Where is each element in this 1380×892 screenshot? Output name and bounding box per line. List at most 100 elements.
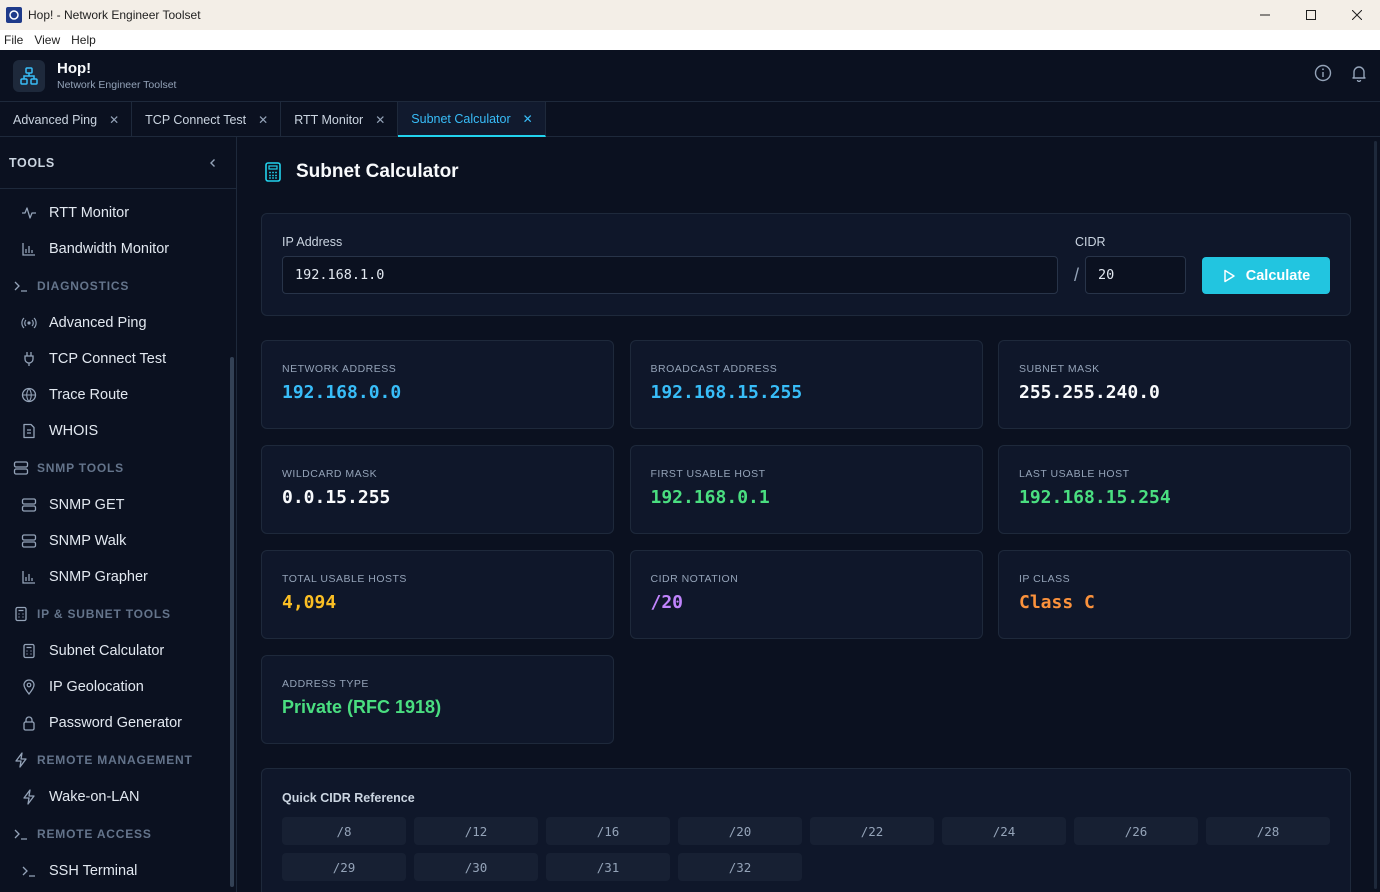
result-value[interactable]: 4,094 xyxy=(282,592,337,613)
terminal-icon xyxy=(13,826,29,842)
cidr-chip[interactable]: /24 xyxy=(942,817,1066,845)
result-value[interactable]: 192.168.0.1 xyxy=(650,487,770,508)
tab-label: Subnet Calculator xyxy=(411,111,511,126)
result-label: TOTAL USABLE HOSTS xyxy=(282,573,407,585)
sidebar-scrollbar[interactable] xyxy=(230,357,234,887)
close-tab-icon[interactable]: ✕ xyxy=(109,112,120,127)
sidebar-item-ip-geolocation[interactable]: IP Geolocation xyxy=(0,669,236,705)
cidr-separator: / xyxy=(1074,265,1080,285)
sidebar-item-snmp-walk[interactable]: SNMP Walk xyxy=(0,523,236,559)
cidr-chip[interactable]: /20 xyxy=(678,817,802,845)
result-value[interactable]: 255.255.240.0 xyxy=(1019,382,1160,403)
cidr-chip[interactable]: /30 xyxy=(414,853,538,881)
map-pin-icon xyxy=(21,679,37,695)
sidebar-section-label: REMOTE ACCESS xyxy=(37,827,152,841)
sidebar-item-rtt-monitor[interactable]: RTT Monitor xyxy=(0,195,236,231)
result-label: IP CLASS xyxy=(1019,573,1071,585)
cidr-reference-panel: Quick CIDR Reference /8/12/16/20/22/24/2… xyxy=(261,768,1351,892)
tab-label: Advanced Ping xyxy=(13,112,98,127)
menu-file[interactable]: File xyxy=(4,33,24,47)
result-card-first-usable-host: FIRST USABLE HOST 192.168.0.1 xyxy=(629,445,983,534)
result-value[interactable]: 192.168.15.255 xyxy=(650,382,803,403)
plug-icon xyxy=(21,351,37,367)
result-value[interactable]: 0.0.15.255 xyxy=(282,487,391,508)
sidebar-item-ssh-terminal[interactable]: SSH Terminal xyxy=(0,853,236,889)
result-label: LAST USABLE HOST xyxy=(1019,468,1130,480)
sidebar-item-label: SNMP Grapher xyxy=(49,569,148,585)
server-icon xyxy=(21,533,37,549)
menu-view[interactable]: View xyxy=(34,33,61,47)
result-value[interactable]: Class C xyxy=(1019,592,1095,613)
tab-rtt-monitor[interactable]: RTT Monitor ✕ xyxy=(281,102,399,137)
cidr-chip[interactable]: /8 xyxy=(282,817,406,845)
zap-icon xyxy=(13,752,29,768)
result-value[interactable]: 192.168.0.0 xyxy=(282,382,402,403)
sidebar-item-password-generator[interactable]: Password Generator xyxy=(0,705,236,741)
bell-icon[interactable] xyxy=(1350,64,1368,82)
cidr-chip[interactable]: /32 xyxy=(678,853,802,881)
calculator-icon xyxy=(21,643,37,659)
main-scrollbar[interactable] xyxy=(1374,141,1377,889)
cidr-chip[interactable]: /26 xyxy=(1074,817,1198,845)
result-card-subnet-mask: SUBNET MASK 255.255.240.0 xyxy=(998,340,1351,429)
cidr-input[interactable]: 20 xyxy=(1085,256,1186,294)
sidebar-item-wake-on-lan[interactable]: Wake-on-LAN xyxy=(0,779,236,815)
result-label: WILDCARD MASK xyxy=(282,468,378,480)
minimize-button[interactable] xyxy=(1242,0,1288,30)
result-value[interactable]: Private (RFC 1918) xyxy=(282,697,442,717)
calculator-icon xyxy=(13,606,29,622)
result-label: SUBNET MASK xyxy=(1019,363,1100,375)
sidebar-section-label: DIAGNOSTICS xyxy=(37,279,130,293)
maximize-button[interactable] xyxy=(1288,0,1334,30)
cidr-chip[interactable]: /29 xyxy=(282,853,406,881)
result-card-broadcast-address: BROADCAST ADDRESS 192.168.15.255 xyxy=(629,340,983,429)
sidebar-item-tcp-connect-test[interactable]: TCP Connect Test xyxy=(0,341,236,377)
close-tab-icon[interactable]: ✕ xyxy=(522,111,533,126)
result-value[interactable]: 192.168.15.254 xyxy=(1019,487,1171,508)
cidr-chip[interactable]: /12 xyxy=(414,817,538,845)
sidebar-section-label: REMOTE MANAGEMENT xyxy=(37,753,193,767)
ip-address-label: IP Address xyxy=(282,235,343,249)
result-label: CIDR NOTATION xyxy=(650,573,739,585)
collapse-chevron-icon[interactable] xyxy=(208,158,218,168)
sidebar-item-subnet-calculator[interactable]: Subnet Calculator xyxy=(0,633,236,669)
sidebar-item-snmp-get[interactable]: SNMP GET xyxy=(0,487,236,523)
sidebar-item-label: TCP Connect Test xyxy=(49,351,167,367)
result-value[interactable]: /20 xyxy=(650,592,684,613)
window-titlebar: Hop! - Network Engineer Toolset xyxy=(0,0,1380,30)
cidr-reference-title: Quick CIDR Reference xyxy=(282,791,415,805)
sidebar-section-snmp-tools: SNMP TOOLS xyxy=(0,449,236,487)
calculate-button[interactable]: Calculate xyxy=(1202,257,1330,294)
sidebar-item-bandwidth-monitor[interactable]: Bandwidth Monitor xyxy=(0,231,236,267)
result-card-ip-class: IP CLASS Class C xyxy=(998,550,1351,639)
sidebar-section-label: IP & SUBNET TOOLS xyxy=(37,607,171,621)
close-tab-icon[interactable]: ✕ xyxy=(375,112,386,127)
tab-advanced-ping[interactable]: Advanced Ping ✕ xyxy=(0,102,133,137)
play-icon xyxy=(1224,269,1235,282)
ip-address-input[interactable]: 192.168.1.0 xyxy=(282,256,1058,294)
sidebar-item-trace-route[interactable]: Trace Route xyxy=(0,377,236,413)
tab-subnet-calculator[interactable]: Subnet Calculator ✕ xyxy=(398,102,546,137)
close-tab-icon[interactable]: ✕ xyxy=(258,112,269,127)
info-icon[interactable] xyxy=(1314,64,1332,82)
cidr-chip[interactable]: /22 xyxy=(810,817,934,845)
menu-help[interactable]: Help xyxy=(71,33,96,47)
tab-bar: Advanced Ping ✕ TCP Connect Test ✕ RTT M… xyxy=(0,102,1380,137)
sidebar: TOOLS RTT Monitor Bandwidth Monitor DIAGNO… xyxy=(0,137,237,892)
minimize-icon xyxy=(1260,14,1270,16)
cidr-chip[interactable]: /28 xyxy=(1206,817,1330,845)
sidebar-item-snmp-grapher[interactable]: SNMP Grapher xyxy=(0,559,236,595)
cidr-label: CIDR xyxy=(1075,235,1106,249)
sidebar-section-diagnostics: DIAGNOSTICS xyxy=(0,267,236,305)
network-icon xyxy=(20,66,38,85)
sidebar-item-whois[interactable]: WHOIS xyxy=(0,413,236,449)
calculator-icon xyxy=(265,162,281,182)
close-window-button[interactable] xyxy=(1334,0,1380,30)
sidebar-item-label: Subnet Calculator xyxy=(49,643,165,659)
sidebar-list: RTT Monitor Bandwidth Monitor DIAGNOSTICS A… xyxy=(0,189,236,889)
tab-tcp-connect-test[interactable]: TCP Connect Test ✕ xyxy=(132,102,282,137)
cidr-chip[interactable]: /16 xyxy=(546,817,670,845)
cidr-chip[interactable]: /31 xyxy=(546,853,670,881)
sidebar-item-advanced-ping[interactable]: Advanced Ping xyxy=(0,305,236,341)
terminal-icon xyxy=(13,278,29,294)
